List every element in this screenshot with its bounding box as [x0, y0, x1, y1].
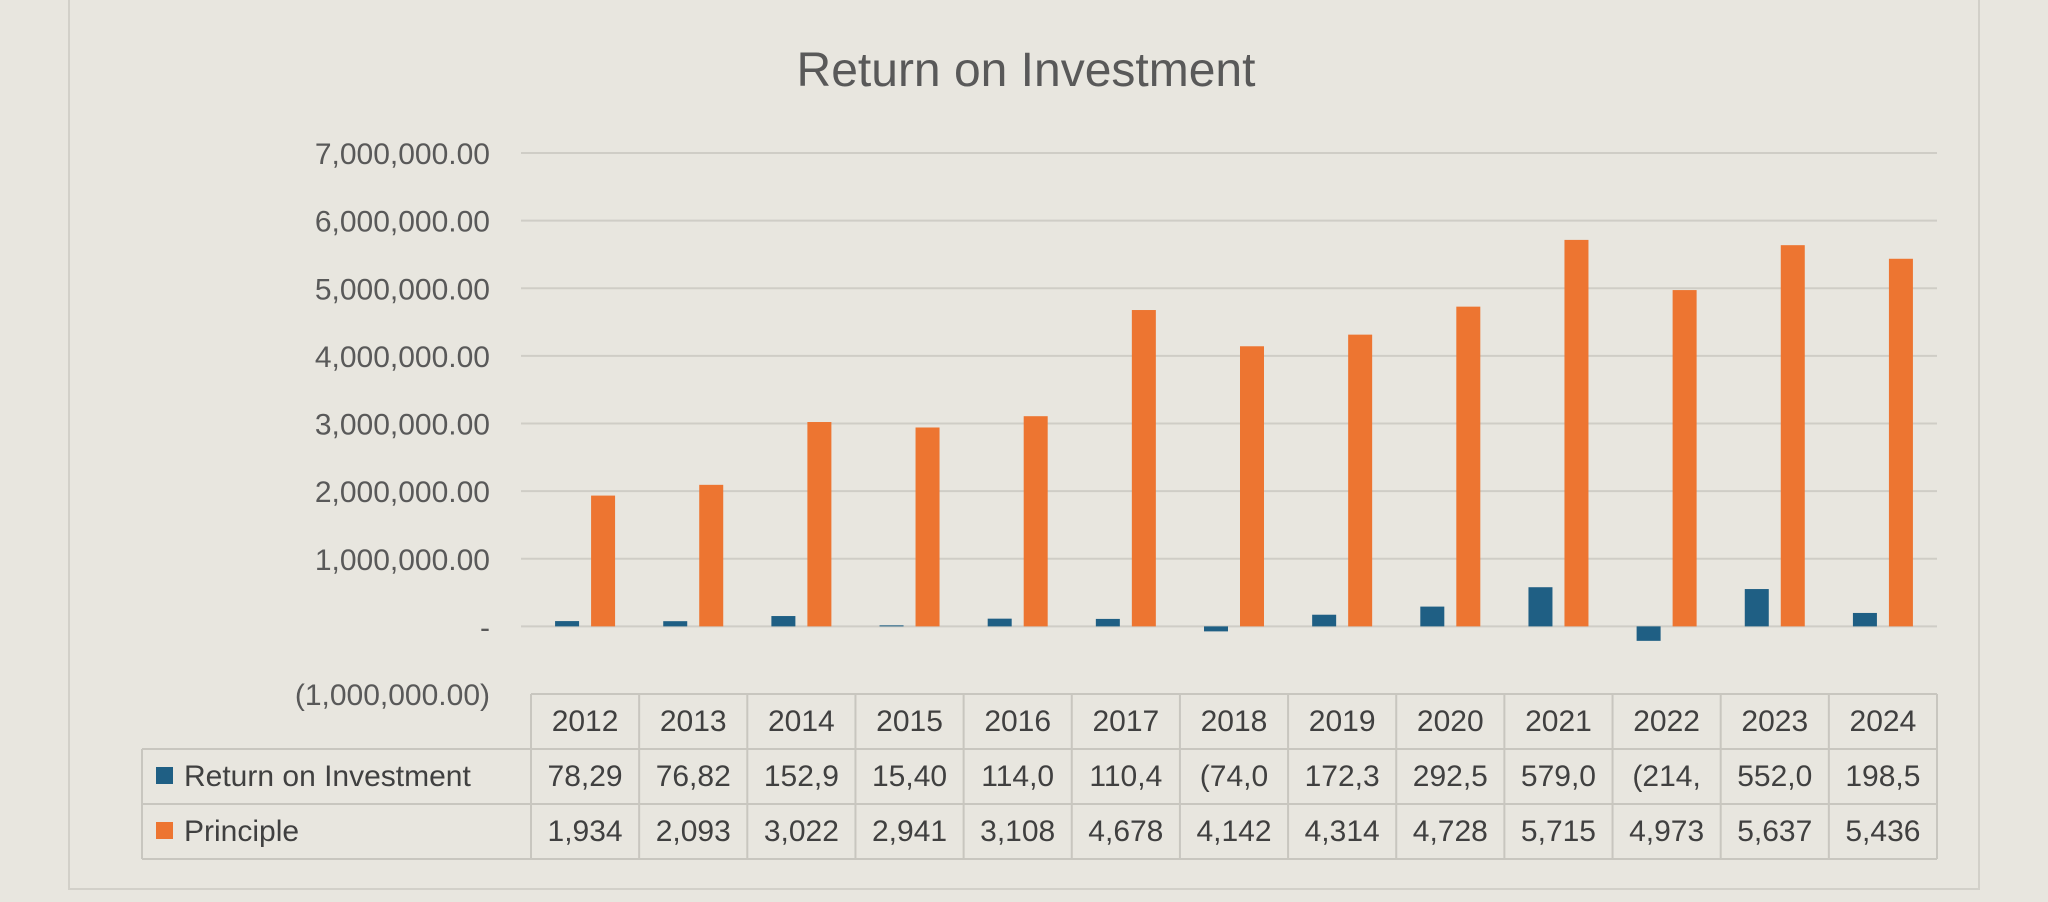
table-cell-value: 78,29 [548, 760, 623, 793]
bar-return-on-investment [1852, 612, 1877, 627]
table-cell-value: 1,934 [548, 815, 623, 848]
table-cell-value: 5,637 [1737, 815, 1812, 848]
table-cell-value: 4,314 [1305, 815, 1380, 848]
y-tick-label: - [480, 611, 490, 644]
table-cell-value: 198,5 [1845, 760, 1920, 793]
table-cell-value: 110,4 [1089, 760, 1162, 793]
table-cell-value: 2,093 [656, 815, 731, 848]
bar-principle [1672, 290, 1697, 627]
bar-return-on-investment [1528, 587, 1553, 627]
y-axis-tick-labels: (1,000,000.00) - 1,000,000.00 2,000,000.00 3… [295, 138, 490, 712]
bar-principle [1888, 258, 1913, 627]
bar-return-on-investment [771, 616, 796, 627]
y-tick-label: 2,000,000.00 [315, 476, 490, 509]
table-cell-value: 2,941 [872, 815, 947, 848]
table-cell-value: 4,973 [1629, 815, 1704, 848]
legend-label: Return on Investment [184, 760, 471, 793]
legend-swatch [156, 822, 173, 839]
x-tick-label: 2023 [1741, 705, 1808, 738]
bar-principle [699, 484, 724, 627]
table-cell-value: 172,3 [1305, 760, 1380, 793]
x-tick-label: 2014 [768, 705, 835, 738]
bar-principle [1131, 310, 1156, 627]
table-cell-value: (74,0 [1200, 760, 1268, 793]
bar-return-on-investment [1312, 614, 1337, 627]
x-tick-label: 2021 [1525, 705, 1592, 738]
bars [555, 239, 1913, 641]
bar-return-on-investment [879, 625, 904, 627]
table-cell-value: (214, [1632, 760, 1700, 793]
x-tick-label: 2013 [660, 705, 727, 738]
chart-area: Return on Investment (1,000,000.00) - 1,00… [68, 0, 1980, 890]
legend-label: Principle [184, 815, 299, 848]
legend-swatch [156, 767, 173, 784]
table-cell-value: 76,82 [656, 760, 731, 793]
bar-principle [807, 422, 832, 627]
x-tick-label: 2022 [1633, 705, 1700, 738]
gridlines [521, 152, 1937, 628]
x-tick-label: 2012 [552, 705, 619, 738]
bar-return-on-investment [1420, 606, 1445, 627]
table-cell-value: 15,40 [872, 760, 947, 793]
y-tick-label: 6,000,000.00 [315, 206, 490, 239]
table-cell-value: 579,0 [1521, 760, 1596, 793]
bar-return-on-investment [663, 621, 688, 627]
bar-principle [1348, 334, 1373, 627]
x-tick-label: 2018 [1201, 705, 1268, 738]
y-tick-label: (1,000,000.00) [295, 679, 490, 712]
table-cell-value: 3,022 [764, 815, 839, 848]
chart-svg: Return on Investment (1,000,000.00) - 1,00… [141, 44, 1938, 860]
table-cell-value: 292,5 [1413, 760, 1488, 793]
bar-principle [591, 495, 616, 627]
x-tick-label: 2020 [1417, 705, 1484, 738]
bar-return-on-investment [1636, 626, 1661, 641]
x-tick-label: 2024 [1850, 705, 1917, 738]
table-cell-value: 114,0 [981, 760, 1054, 793]
bar-return-on-investment [987, 618, 1012, 627]
x-tick-label: 2015 [876, 705, 943, 738]
bar-return-on-investment [1744, 589, 1769, 627]
bar-return-on-investment [555, 621, 580, 627]
bar-principle [1240, 346, 1264, 627]
x-tick-label: 2017 [1092, 705, 1159, 738]
data-table: 2012 2013 2014 2015 2016 2017 2018 2019 2020 2021… [141, 693, 1938, 860]
table-cell-value: 4,142 [1196, 815, 1271, 848]
table-cell-value: 4,728 [1413, 815, 1488, 848]
table-cell-value: 152,9 [764, 760, 839, 793]
table-cell-value: 5,436 [1845, 815, 1920, 848]
y-tick-label: 7,000,000.00 [315, 138, 490, 171]
bar-principle [1023, 416, 1048, 627]
table-cell-value: 3,108 [980, 815, 1055, 848]
y-tick-label: 5,000,000.00 [315, 273, 490, 306]
bar-principle [1780, 245, 1805, 627]
y-tick-label: 3,000,000.00 [315, 409, 490, 442]
x-tick-label: 2019 [1309, 705, 1376, 738]
bar-principle [1564, 239, 1589, 627]
bar-principle [1456, 306, 1481, 627]
bar-return-on-investment [1204, 626, 1228, 632]
x-tick-label: 2016 [984, 705, 1051, 738]
y-tick-label: 1,000,000.00 [315, 544, 490, 577]
table-cell-value: 4,678 [1088, 815, 1163, 848]
bar-return-on-investment [1095, 618, 1120, 627]
table-cell-value: 552,0 [1737, 760, 1812, 793]
bar-principle [915, 427, 940, 627]
y-tick-label: 4,000,000.00 [315, 341, 490, 374]
chart-title: Return on Investment [797, 44, 1256, 97]
table-cell-value: 5,715 [1521, 815, 1596, 848]
